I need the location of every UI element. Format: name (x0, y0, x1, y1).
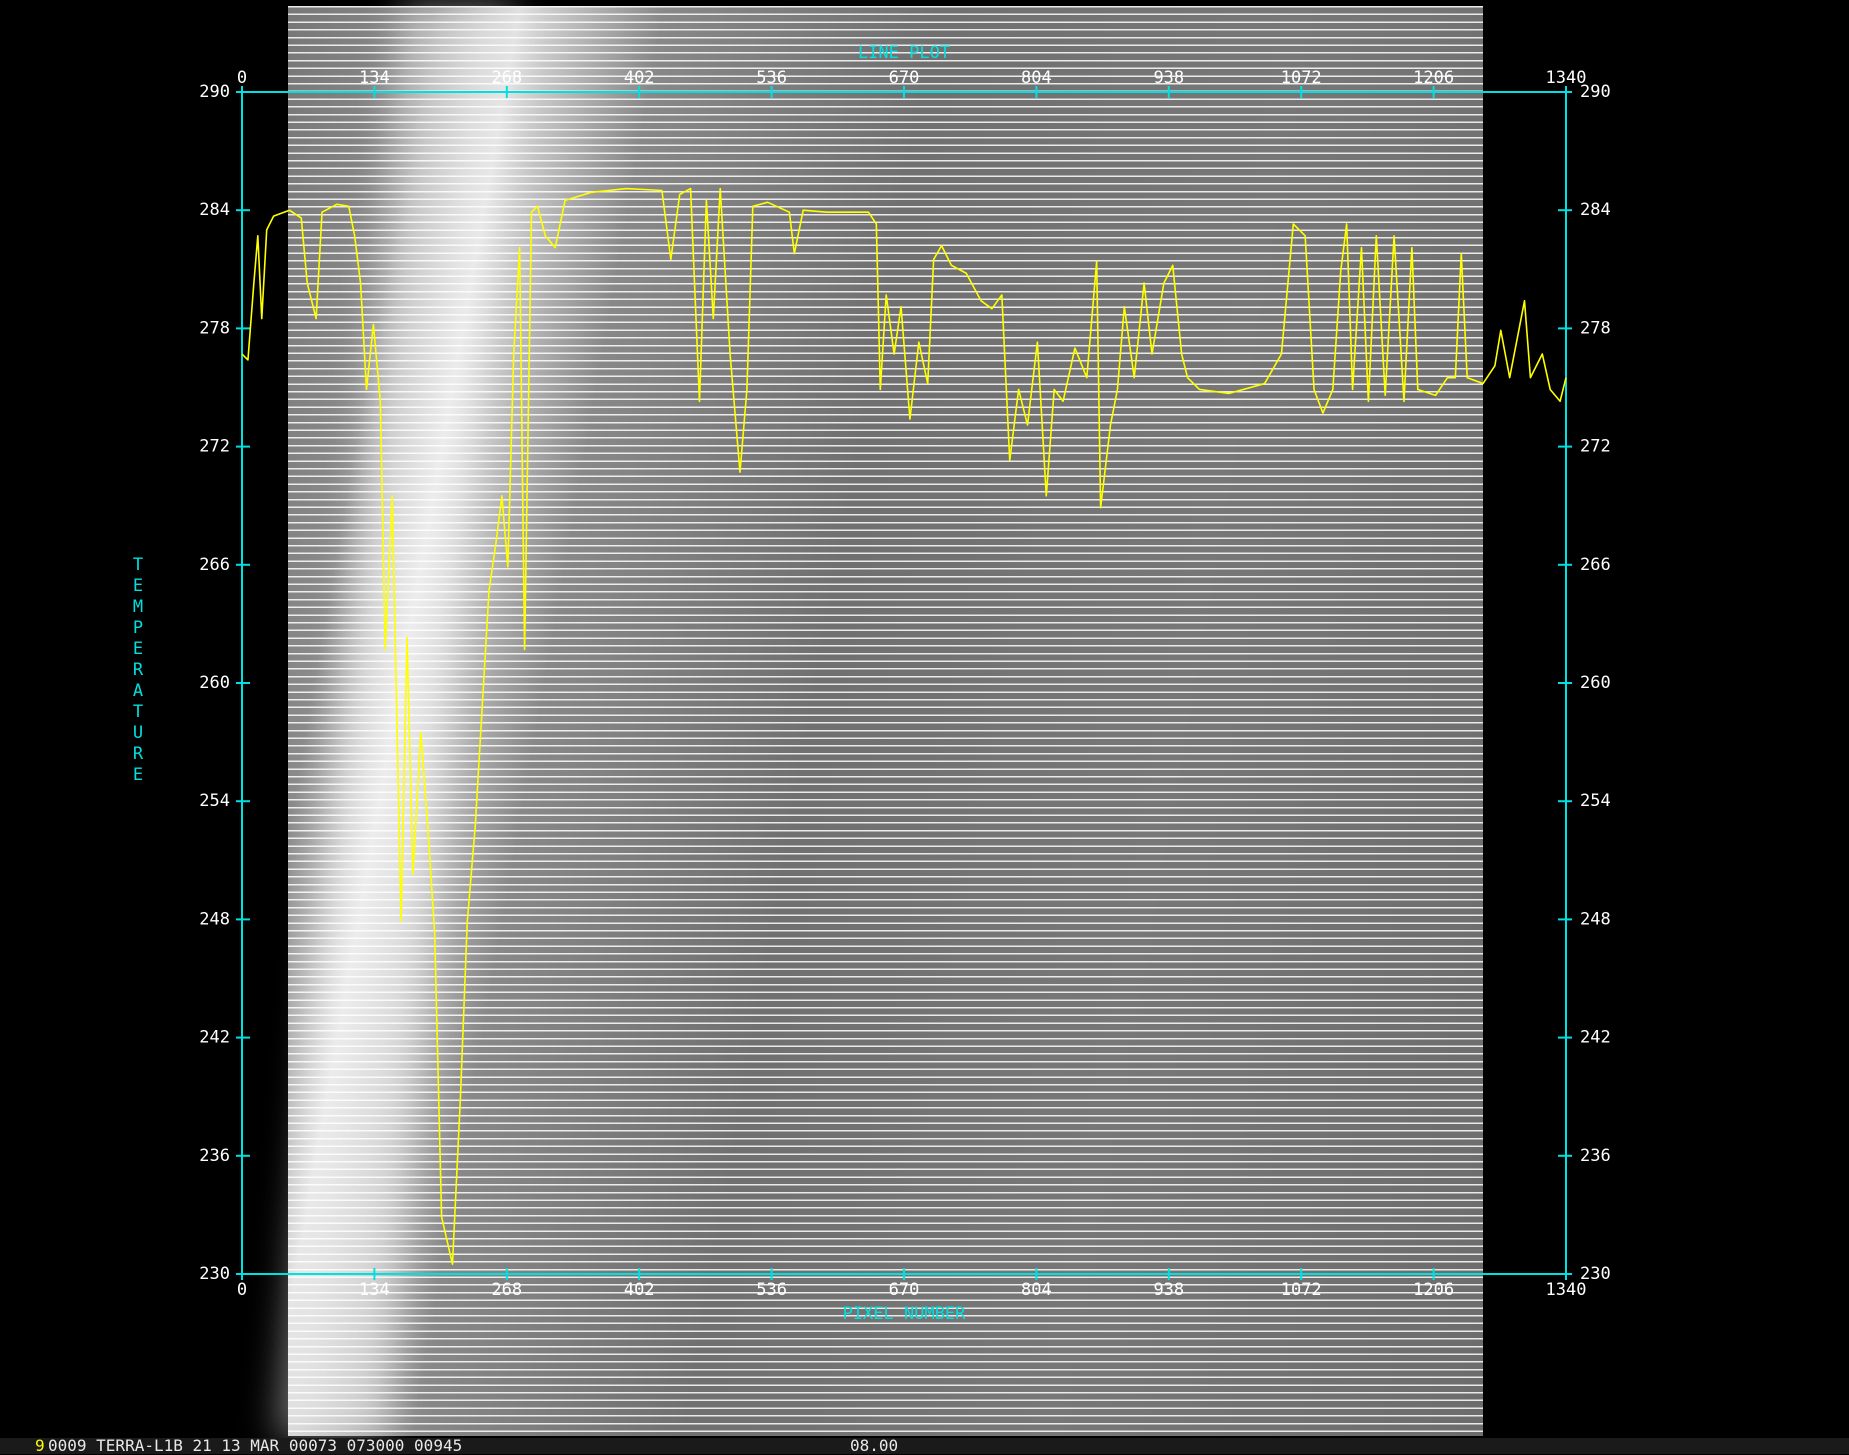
x-tick-label: 134 (359, 68, 390, 88)
x-tick-label: 670 (889, 68, 920, 88)
x-tick-label: 134 (359, 1280, 390, 1300)
y-tick-label: 242 (1580, 1028, 1611, 1048)
chart-title: LINE PLOT (858, 43, 950, 63)
y-tick-label: 284 (1580, 200, 1611, 220)
y-tick-label: 266 (1580, 555, 1611, 575)
x-tick-label: 268 (491, 68, 522, 88)
x-tick-label: 0 (237, 1280, 247, 1300)
y-tick-label: 254 (199, 791, 230, 811)
y-tick-label: 290 (1580, 82, 1611, 102)
y-tick-label: 260 (199, 673, 230, 693)
page: {"chart_data": {"type": "line", "title":… (0, 0, 1849, 1454)
x-tick-label: 402 (624, 1280, 655, 1300)
x-tick-label: 938 (1153, 1280, 1184, 1300)
x-axis-label: PIXEL NUMBER (843, 1304, 967, 1324)
y-tick-label: 290 (199, 82, 230, 102)
y-tick-label: 248 (199, 909, 230, 929)
y-tick-label: 236 (1580, 1146, 1611, 1166)
x-tick-label: 268 (491, 1280, 522, 1300)
y-tick-label: 260 (1580, 673, 1611, 693)
status-bar: 9 0009 TERRA-L1B 21 13 MAR 00073 073000 … (0, 1438, 1849, 1454)
x-tick-label: 536 (756, 68, 787, 88)
x-tick-label: 402 (624, 68, 655, 88)
y-tick-label: 278 (199, 318, 230, 338)
y-tick-label: 266 (199, 555, 230, 575)
y-tick-label: 284 (199, 200, 230, 220)
status-value: 08.00 (850, 1438, 898, 1454)
x-tick-label: 536 (756, 1280, 787, 1300)
x-tick-label: 0 (237, 68, 247, 88)
y-tick-label: 236 (199, 1146, 230, 1166)
y-axis-label: TEMPERATURE (128, 555, 148, 786)
y-tick-label: 254 (1580, 791, 1611, 811)
y-tick-label: 248 (1580, 909, 1611, 929)
frame-number: 9 (35, 1438, 45, 1454)
y-tick-label: 230 (199, 1264, 230, 1284)
x-tick-label: 804 (1021, 68, 1052, 88)
x-tick-label: 670 (889, 1280, 920, 1300)
y-tick-label: 278 (1580, 318, 1611, 338)
status-info: 0009 TERRA-L1B 21 13 MAR 00073 073000 00… (48, 1438, 462, 1454)
y-tick-label: 230 (1580, 1264, 1611, 1284)
y-tick-label: 272 (1580, 437, 1611, 457)
data-line (242, 189, 1566, 1265)
y-tick-label: 242 (199, 1028, 230, 1048)
x-tick-label: 1206 (1413, 1280, 1454, 1300)
x-tick-label: 1072 (1281, 68, 1322, 88)
x-tick-label: 1206 (1413, 68, 1454, 88)
y-tick-label: 272 (199, 437, 230, 457)
x-tick-label: 1072 (1281, 1280, 1322, 1300)
chart: LINE PLOT PIXEL NUMBER TEMPERATURE 0 0 134… (0, 0, 1849, 1454)
x-tick-label: 938 (1153, 68, 1184, 88)
x-tick-label: 804 (1021, 1280, 1052, 1300)
